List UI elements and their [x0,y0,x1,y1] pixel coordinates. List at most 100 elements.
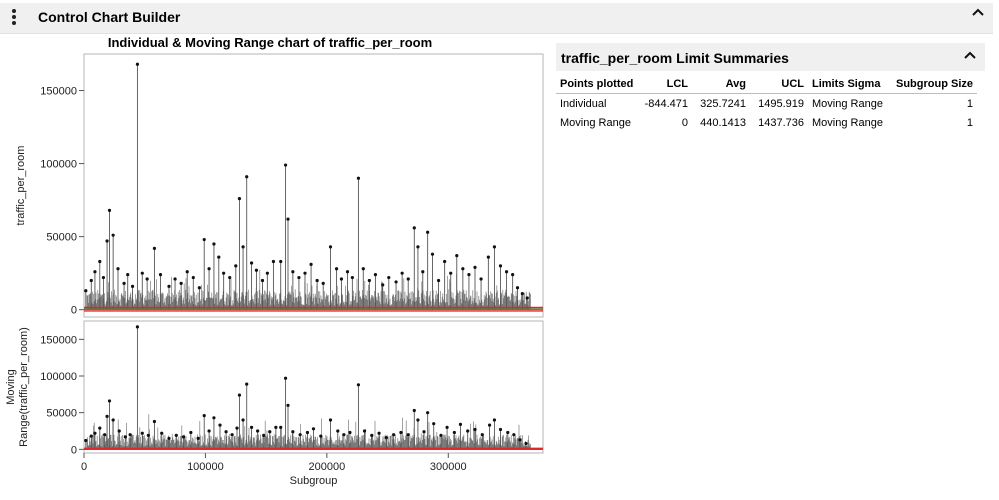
y-axis-label: Moving [5,369,17,404]
data-point [93,270,97,274]
data-point [283,163,288,167]
data-point [135,325,140,329]
data-point [230,433,234,437]
data-point [487,423,492,427]
data-point [321,281,325,285]
data-point [89,278,93,283]
data-point [217,255,221,259]
x-axis-label: Subgroup [290,475,338,487]
data-point [370,433,374,437]
data-point [228,275,232,280]
data-point [117,429,121,433]
data-point [520,292,524,296]
chevron-up-icon[interactable] [964,49,976,65]
data-point [111,233,115,237]
column-header: UCL [750,74,808,94]
data-point [356,176,361,180]
data-point [367,278,371,283]
data-point [237,197,242,201]
table-cell: 0 [681,116,688,129]
data-point [189,430,193,435]
data-point [191,275,195,280]
data-point [84,289,88,293]
data-point [319,434,323,438]
table-cell: Moving Range [812,97,883,110]
data-point [384,436,388,440]
data-point [249,261,254,265]
data-point [224,430,228,434]
data-point [348,430,352,435]
data-point [480,433,484,437]
data-point [103,433,107,437]
data-point [107,208,112,212]
data-point [399,430,403,435]
data-point [377,431,381,435]
data-point [222,271,226,275]
data-point [185,270,189,274]
data-point [492,418,497,422]
noise-band [86,414,531,450]
data-point [350,275,354,280]
data-point [492,245,497,249]
data-point [356,383,361,387]
limit-summary-panel: traffic_per_room Limit Summaries Points … [556,43,985,130]
window-title: Control Chart Builder [38,9,181,25]
y-tick-label: 0 [71,305,77,317]
data-point [262,433,266,437]
table-cell: 325.7241 [700,97,746,110]
data-point [328,418,333,422]
data-point [387,275,391,280]
data-point [525,296,529,300]
data-point [152,419,157,424]
data-point [212,242,216,246]
plot-frame [83,53,544,318]
data-point [145,277,149,281]
data-point [392,433,396,437]
table-cell: 1 [966,97,973,110]
data-point [449,271,453,275]
vertical-ellipsis-icon[interactable] [8,8,20,28]
data-point [202,237,206,242]
data-point [196,436,200,440]
data-point [160,431,164,435]
data-point [241,245,245,249]
data-point [173,277,177,281]
table-cell: 1437.736 [758,116,804,129]
data-point [218,423,222,427]
data-point [455,254,459,258]
column-header: Subgroup Size [891,74,977,94]
title-bar: Control Chart Builder [0,3,993,34]
data-point [271,259,276,264]
data-point [234,264,238,268]
y-axis-label: traffic_per_room [15,146,27,226]
data-point [436,278,441,283]
data-point [486,255,490,259]
data-point [498,427,503,432]
table-cell: Moving Range [812,116,883,129]
data-point [202,414,206,418]
table-header-row: Points plotted LCL Avg UCL Limits Sigma … [556,74,977,94]
data-point [98,426,102,430]
table-cell: Moving Range [560,116,631,129]
data-point [274,425,278,429]
data-point [467,273,471,277]
data-point [158,273,163,277]
data-point [93,431,97,435]
data-point [245,175,249,179]
data-point [146,433,150,437]
data-point [256,429,260,433]
data-point [179,281,183,285]
data-point [140,431,144,435]
chevron-up-icon[interactable] [972,6,984,22]
y-axis-label: Range(traffic_per_room) [18,327,30,447]
data-point [412,226,416,230]
data-point [406,433,410,437]
data-point [297,275,301,280]
data-point [506,430,510,435]
chart-title: Individual & Moving Range chart of traff… [107,35,433,50]
data-point [416,418,420,422]
data-point [416,245,420,249]
limit-summary-table: Points plotted LCL Avg UCL Limits Sigma … [556,74,977,132]
y-tick-label: 150000 [40,86,77,98]
data-point [122,281,126,285]
